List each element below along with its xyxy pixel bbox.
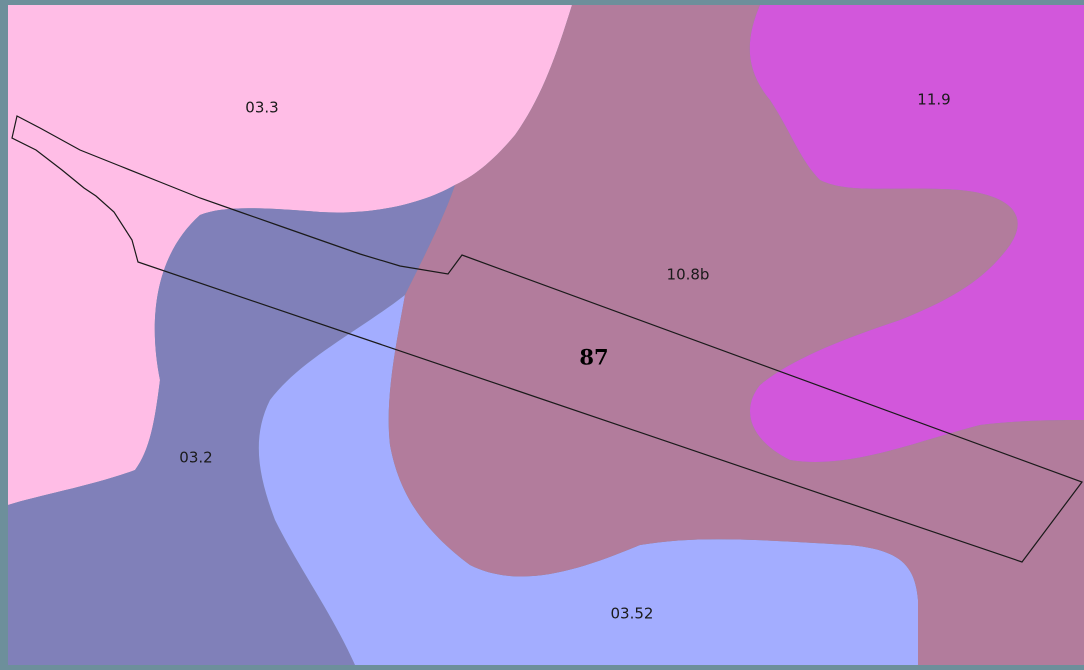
parcel-87-outline[interactable] [11,115,1083,563]
zone-03-52-label: 03.52 [611,605,654,623]
zone-03-3-label: 03.3 [245,99,278,117]
parcel-87-label: 87 [579,345,608,370]
zone-03-3-area[interactable] [8,5,572,505]
zone-03-2-label: 03.2 [179,449,212,467]
zone-11-9-label: 11.9 [917,91,950,109]
zone-11-9-area[interactable] [749,5,1084,462]
zone-10-8b-label: 10.8b [667,266,710,284]
zone-03-52-area[interactable] [258,295,918,665]
zone-03-2-area[interactable] [8,185,455,665]
zone-10-8b-area[interactable] [388,5,1084,665]
